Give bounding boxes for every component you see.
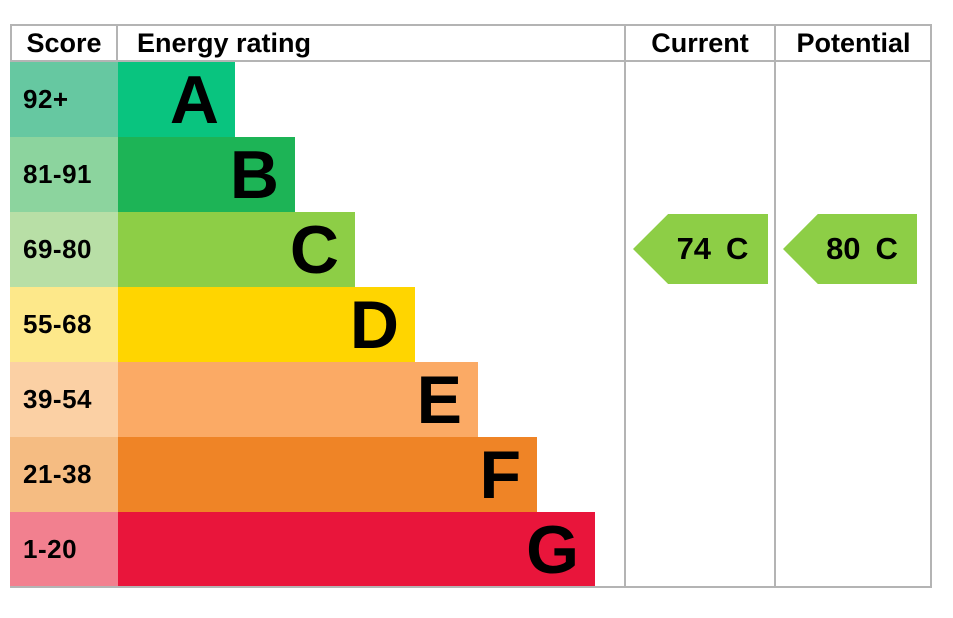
score-cell: 1-20 xyxy=(10,512,118,587)
band-row-d: 55-68 D xyxy=(10,286,932,363)
header-top-border xyxy=(10,24,932,26)
band-letter: C xyxy=(289,211,339,288)
band-letter: F xyxy=(479,436,521,513)
band-bar: G xyxy=(118,511,595,588)
band-bar: A xyxy=(118,61,235,138)
band-row-b: 81-91 B xyxy=(10,136,932,213)
band-row-a: 92+ A xyxy=(10,61,932,138)
rating-current-divider xyxy=(624,24,626,588)
current-rating-value: 74 xyxy=(676,231,712,266)
band-bar: E xyxy=(118,361,478,438)
band-letter: B xyxy=(229,136,279,213)
score-range-label: 39-54 xyxy=(23,384,92,414)
band-row-c: 69-80 C xyxy=(10,211,932,288)
score-header-label: Score xyxy=(26,27,102,58)
band-letter: D xyxy=(349,286,399,363)
band-letter: G xyxy=(526,511,579,588)
score-range-label: 92+ xyxy=(23,84,69,114)
score-cell: 21-38 xyxy=(10,437,118,512)
current-rating-letter: C xyxy=(726,231,749,266)
table-bottom-border xyxy=(10,586,932,588)
score-range-label: 55-68 xyxy=(23,309,92,339)
energy-rating-header-label: Energy rating xyxy=(137,27,312,58)
band-row-g: 1-20 G xyxy=(10,511,932,588)
band-bar: F xyxy=(118,436,537,513)
score-cell: 55-68 xyxy=(10,287,118,362)
score-range-label: 81-91 xyxy=(23,159,92,189)
current-header-label: Current xyxy=(651,27,749,58)
current-column-header: Current xyxy=(625,24,775,62)
band-letter: E xyxy=(416,361,462,438)
score-cell: 81-91 xyxy=(10,137,118,212)
score-range-label: 1-20 xyxy=(23,534,78,564)
band-bar: C xyxy=(118,211,355,288)
score-cell: 92+ xyxy=(10,62,118,137)
energy-rating-column-header: Energy rating xyxy=(118,24,625,62)
band-row-f: 21-38 F xyxy=(10,436,932,513)
table-right-border xyxy=(930,24,932,588)
header-left-border xyxy=(10,24,12,62)
potential-column-header: Potential xyxy=(775,24,932,62)
rating-bands: 92+ A 81-91 B 69-80 C 55-68 D 39-54 E 21… xyxy=(10,61,932,588)
potential-rating-letter: C xyxy=(875,231,898,266)
score-range-label: 21-38 xyxy=(23,459,92,489)
score-rating-divider xyxy=(116,24,118,62)
header-bottom-border xyxy=(10,60,932,62)
band-bar: B xyxy=(118,136,295,213)
score-cell: 69-80 xyxy=(10,212,118,287)
potential-header-label: Potential xyxy=(796,27,911,58)
band-row-e: 39-54 E xyxy=(10,361,932,438)
potential-rating-value: 80 xyxy=(826,231,861,266)
score-column-header: Score xyxy=(10,24,118,62)
score-range-label: 69-80 xyxy=(23,234,92,264)
band-letter: A xyxy=(169,61,219,138)
current-potential-divider xyxy=(774,24,776,588)
band-bar: D xyxy=(118,286,415,363)
score-cell: 39-54 xyxy=(10,362,118,437)
